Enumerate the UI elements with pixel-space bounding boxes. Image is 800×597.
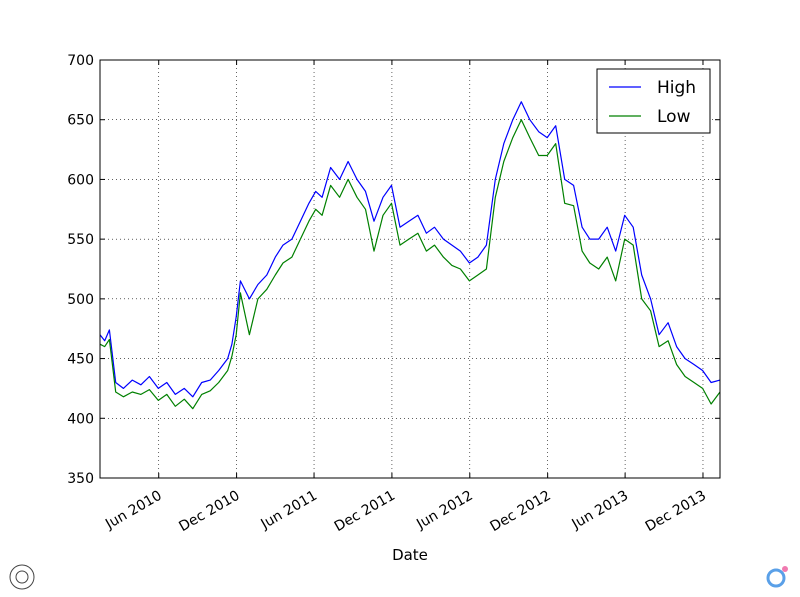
y-tick-label: 550 — [67, 232, 94, 248]
x-tick-label: Jun 2011 — [258, 488, 321, 533]
x-tick-label: Jun 2013 — [569, 488, 632, 533]
series-line-high — [99, 101, 721, 398]
y-tick-label: 700 — [67, 53, 94, 69]
y-tick-label: 650 — [67, 113, 94, 129]
y-tick-label: 400 — [67, 411, 94, 427]
legend-box — [596, 68, 711, 134]
legend-label-high: High — [657, 78, 696, 98]
x-tick-label: Dec 2011 — [332, 488, 398, 535]
y-tick-label: 350 — [67, 471, 94, 487]
plot-frame — [99, 59, 721, 479]
x-tick-label: Jun 2010 — [102, 488, 165, 533]
x-tick-label: Dec 2010 — [176, 488, 242, 535]
x-axis-label: Date — [392, 546, 428, 564]
series-line-low — [99, 119, 721, 410]
y-tick-label: 450 — [67, 352, 94, 368]
legend-label-low: Low — [657, 107, 691, 127]
series-lines — [99, 101, 721, 410]
x-tick-label: Dec 2012 — [487, 488, 553, 535]
legend: High Low — [596, 68, 711, 134]
watermark-seal-icon — [9, 564, 35, 590]
y-axis: 350 400 450 500 550 600 650 700 — [67, 53, 720, 487]
x-tick-label: Dec 2013 — [643, 488, 709, 535]
y-tick-label: 500 — [67, 292, 94, 308]
y-tick-label: 600 — [67, 172, 94, 188]
brand-logo-icon — [766, 566, 788, 588]
x-tick-label: Jun 2012 — [413, 488, 476, 533]
